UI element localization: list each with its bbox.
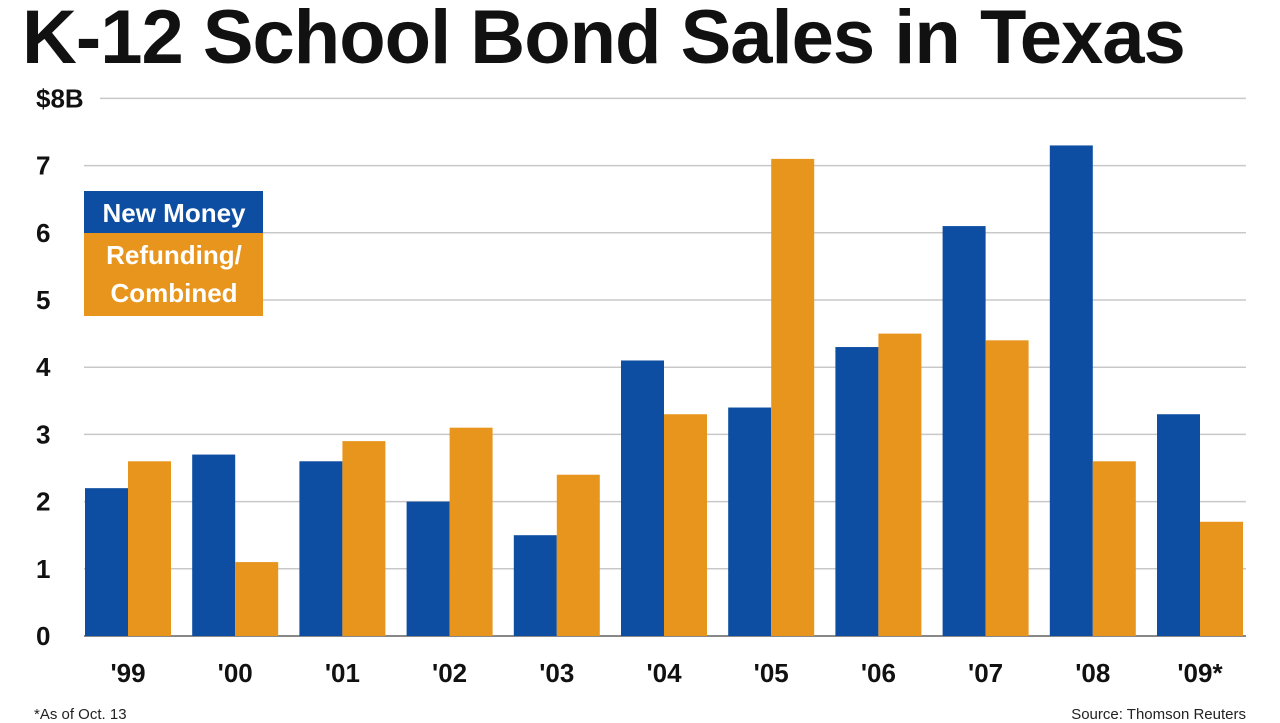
legend: New Money Refunding/Combined xyxy=(84,191,263,316)
bar-new-money xyxy=(728,407,772,636)
bar-refunding xyxy=(342,441,386,636)
y-tick-label: 4 xyxy=(36,352,51,382)
bar-new-money xyxy=(1157,414,1200,636)
bar-refunding xyxy=(771,158,815,636)
source-note: Source: Thomson Reuters xyxy=(1071,706,1246,723)
bar-refunding xyxy=(664,414,707,636)
chart-title: K-12 School Bond Sales in Texas xyxy=(22,0,1186,80)
y-tick-label: 7 xyxy=(36,151,50,181)
legend-swatch-new-money xyxy=(84,191,263,233)
x-tick-label: '09* xyxy=(1177,658,1223,688)
y-tick-label: 3 xyxy=(36,419,50,449)
bar-refunding xyxy=(878,333,922,636)
bar-new-money xyxy=(192,454,236,636)
y-tick-label: 6 xyxy=(36,218,50,248)
x-tick-label: '03 xyxy=(539,658,574,688)
x-tick-label: '02 xyxy=(432,658,467,688)
bar-refunding xyxy=(985,340,1029,636)
bar-new-money xyxy=(85,488,128,636)
bar-refunding xyxy=(128,461,171,636)
bar-new-money xyxy=(835,347,879,636)
bar-new-money xyxy=(621,360,664,636)
y-tick-label: 2 xyxy=(36,487,50,517)
bar-refunding xyxy=(449,427,493,636)
bar-new-money xyxy=(406,501,450,636)
bar-refunding xyxy=(556,474,600,636)
y-tick-label: 0 xyxy=(36,621,50,651)
bar-new-money xyxy=(942,226,986,636)
bar-refunding xyxy=(235,562,279,636)
y-tick-label: 1 xyxy=(36,554,50,584)
bars xyxy=(85,145,1243,636)
legend-label-new-money: New Money xyxy=(102,198,246,228)
legend-swatch-refunding xyxy=(84,233,263,316)
x-tick-label: '01 xyxy=(325,658,360,688)
y-tick-label: $8B xyxy=(36,83,84,113)
legend-label-refunding: Refunding/Combined xyxy=(106,240,242,308)
bar-new-money xyxy=(299,461,343,636)
bar-new-money xyxy=(1049,145,1093,636)
bar-refunding xyxy=(1200,521,1243,636)
bar-new-money xyxy=(513,535,557,636)
footnote: *As of Oct. 13 xyxy=(34,706,127,723)
x-tick-label: '05 xyxy=(754,658,789,688)
bar-refunding xyxy=(1092,461,1136,636)
x-tick-label: '08 xyxy=(1075,658,1110,688)
x-tick-labels: '99 '00 '01 '02 '03 '04 '05 '06 '07 '08 '09* xyxy=(110,658,1223,688)
y-tick-label: 5 xyxy=(36,285,50,315)
y-tick-labels: 0 1 2 3 4 5 6 7 $8B xyxy=(36,83,84,651)
x-tick-label: '06 xyxy=(861,658,896,688)
x-tick-label: '04 xyxy=(646,658,682,688)
x-tick-label: '07 xyxy=(968,658,1003,688)
x-tick-label: '00 xyxy=(218,658,253,688)
x-tick-label: '99 xyxy=(110,658,145,688)
